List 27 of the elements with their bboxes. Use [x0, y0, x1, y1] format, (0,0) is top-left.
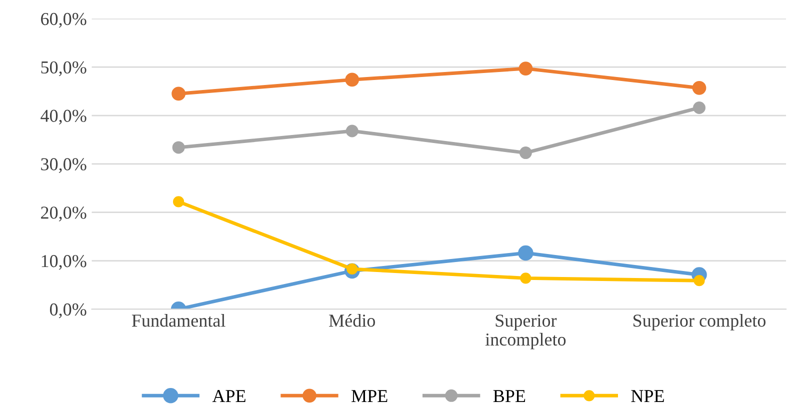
legend-label: APE: [212, 390, 246, 402]
point: [518, 62, 533, 76]
point: [694, 275, 705, 286]
y-tick-label: 30,0%: [41, 158, 86, 173]
point: [518, 245, 534, 261]
point: [520, 272, 532, 284]
y-tick-label: 0,0%: [50, 303, 86, 318]
y-tick-label: 60,0%: [41, 12, 86, 28]
x-tick-label: Fundamental: [132, 314, 226, 327]
point: [692, 80, 706, 95]
y-tick-label: 20,0%: [41, 206, 86, 222]
y-tick-label: 50,0%: [41, 61, 86, 76]
point: [172, 86, 186, 101]
point: [345, 72, 360, 87]
y-tick-label: 40,0%: [40, 110, 86, 125]
x-tick-label: Superior incompleto: [485, 314, 566, 350]
legend-label: NPE: [631, 390, 664, 402]
x-tick-label: Superior completo: [634, 314, 766, 330]
y-tick-label: 10,0%: [42, 255, 86, 270]
point: [172, 196, 184, 208]
x-tick-label: Médio: [329, 314, 375, 327]
legend-label: MPE: [352, 390, 388, 402]
point: [172, 141, 185, 154]
point: [692, 102, 706, 114]
point: [519, 146, 532, 160]
legend-label: BPE: [493, 390, 526, 402]
point: [346, 124, 358, 138]
